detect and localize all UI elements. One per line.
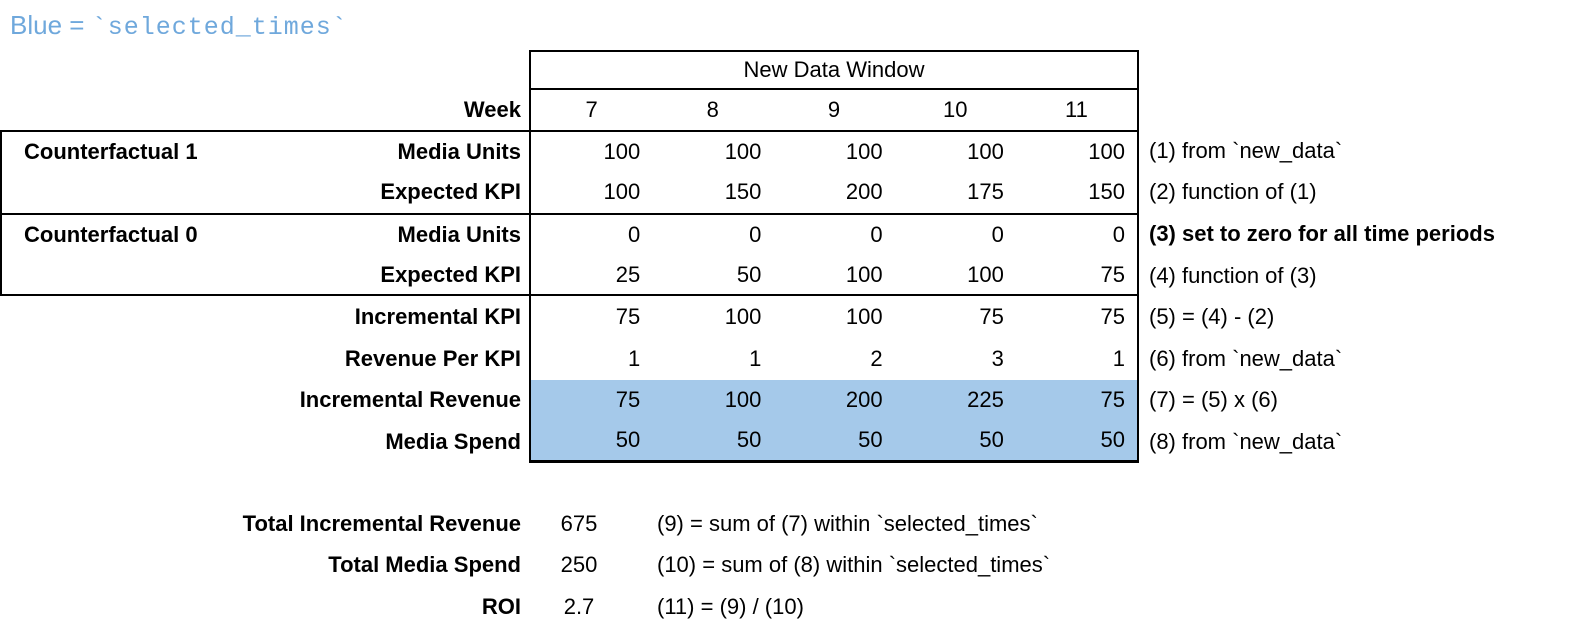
data-cell: 50 — [858, 427, 883, 453]
data-cell: 1 — [1112, 345, 1126, 371]
row-annotation: (1) from `new_data` — [1149, 137, 1343, 163]
week-cell: 10 — [942, 97, 968, 122]
row-label: Expected KPI — [380, 179, 521, 205]
data-cell: 100 — [1088, 138, 1126, 164]
table-row-highlighted: Incremental Revenue 75 100 200 225 75 (7… — [0, 379, 1588, 422]
totals-section: Total Incremental Revenue 675 (9) = sum … — [2, 503, 1588, 628]
week-cell: 9 — [827, 97, 841, 122]
data-cell: 175 — [967, 179, 1004, 205]
row-annotation: (4) function of (3) — [1149, 262, 1317, 288]
table-row: Expected KPI 25 50 100 100 75 (4) functi… — [0, 254, 1588, 297]
row-annotation: (6) from `new_data` — [1149, 345, 1343, 371]
data-cell: 150 — [724, 179, 762, 205]
data-cell: 0 — [749, 221, 762, 247]
row-annotation: (8) from `new_data` — [1149, 428, 1343, 454]
data-cell: 50 — [615, 427, 641, 453]
data-cell: 1 — [749, 345, 762, 371]
legend-note-code: `selected_times` — [91, 13, 348, 42]
data-cell: 50 — [736, 427, 762, 453]
data-cell: 75 — [1100, 261, 1126, 287]
data-cell: 50 — [1100, 427, 1126, 453]
row-label: Media Units — [397, 221, 521, 247]
data-cell: 200 — [845, 387, 883, 413]
group-label-counterfactual-1: Counterfactual 1 — [24, 138, 198, 164]
data-cell: 75 — [979, 304, 1004, 330]
table-row: Counterfactual 0 Media Units 0 0 0 0 0 (… — [0, 213, 1588, 255]
new-data-window-header: New Data Window — [529, 50, 1139, 90]
total-value: 675 — [560, 510, 598, 536]
row-annotation: (7) = (5) x (6) — [1149, 387, 1278, 413]
week-cell: 11 — [1064, 97, 1088, 122]
row-annotation: (3) set to zero for all time periods — [1149, 220, 1495, 246]
data-cell: 2 — [870, 345, 883, 371]
legend-note-label: Blue = — [10, 10, 85, 40]
data-cell: 100 — [845, 304, 883, 330]
data-cell: 50 — [736, 261, 762, 287]
roi-table: New Data Window Week 7 8 9 10 11 — [0, 50, 1588, 463]
row-annotation: (5) = (4) - (2) — [1149, 304, 1275, 330]
total-row: Total Incremental Revenue 675 (9) = sum … — [2, 503, 1588, 545]
data-cell: 100 — [724, 304, 762, 330]
total-annotation: (9) = sum of (7) within `selected_times` — [657, 510, 1038, 536]
data-cell: 100 — [845, 138, 883, 164]
table-row-highlighted: Media Spend 50 50 50 50 50 (8) from `new… — [0, 421, 1588, 463]
legend-note: Blue = `selected_times` — [10, 10, 348, 42]
data-cell: 150 — [1088, 179, 1126, 205]
table-row-header: New Data Window — [0, 50, 1588, 90]
total-value: 2.7 — [563, 593, 595, 619]
data-cell: 100 — [724, 387, 762, 413]
data-cell: 50 — [979, 427, 1004, 453]
total-label: Total Media Spend — [328, 552, 521, 578]
total-label: Total Incremental Revenue — [242, 510, 521, 536]
total-annotation: (11) = (9) / (10) — [657, 593, 804, 619]
data-cell: 0 — [870, 221, 883, 247]
data-cell: 1 — [627, 345, 641, 371]
data-cell: 100 — [967, 261, 1004, 287]
data-cell: 100 — [603, 138, 641, 164]
row-annotation: (2) function of (1) — [1149, 179, 1317, 205]
table-row: Expected KPI 100 150 200 175 150 (2) fun… — [0, 171, 1588, 214]
table-row: Counterfactual 1 Media Units 100 100 100… — [0, 130, 1588, 172]
data-cell: 225 — [967, 387, 1004, 413]
data-cell: 75 — [1100, 304, 1126, 330]
week-label: Week — [463, 97, 521, 122]
data-cell: 3 — [991, 345, 1004, 371]
data-cell: 100 — [967, 138, 1004, 164]
week-cell: 8 — [706, 97, 719, 122]
group-label-counterfactual-0: Counterfactual 0 — [24, 221, 198, 247]
data-cell: 0 — [1112, 221, 1126, 247]
total-annotation: (10) = sum of (8) within `selected_times… — [657, 552, 1051, 578]
total-value: 250 — [560, 552, 598, 578]
data-cell: 25 — [615, 261, 641, 287]
row-label: Media Units — [397, 138, 521, 164]
total-label: ROI — [481, 593, 521, 619]
table-row-week: Week 7 8 9 10 11 — [0, 90, 1588, 130]
data-cell: 75 — [615, 387, 641, 413]
total-row: Total Media Spend 250 (10) = sum of (8) … — [2, 545, 1588, 587]
week-cell: 7 — [585, 97, 598, 122]
data-cell: 100 — [845, 261, 883, 287]
data-cell: 75 — [1100, 387, 1126, 413]
row-label: Media Spend — [385, 428, 521, 454]
data-cell: 0 — [991, 221, 1004, 247]
data-cell: 200 — [845, 179, 883, 205]
row-label: Expected KPI — [380, 261, 521, 287]
data-cell: 100 — [603, 179, 641, 205]
data-cell: 75 — [615, 304, 641, 330]
row-label: Incremental Revenue — [299, 387, 521, 413]
table-row: Revenue Per KPI 1 1 2 3 1 (6) from `new_… — [0, 337, 1588, 380]
table-row: Incremental KPI 75 100 100 75 75 (5) = (… — [0, 296, 1588, 338]
row-label: Revenue Per KPI — [344, 345, 521, 371]
data-cell: 0 — [627, 221, 641, 247]
data-cell: 100 — [724, 138, 762, 164]
row-label: Incremental KPI — [354, 304, 521, 330]
total-row: ROI 2.7 (11) = (9) / (10) — [2, 586, 1588, 628]
